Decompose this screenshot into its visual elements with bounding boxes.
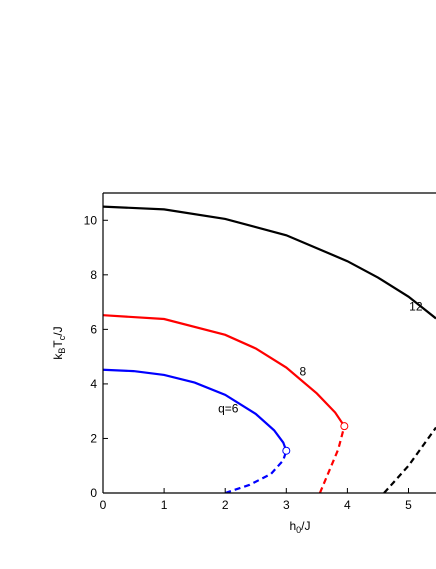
x-axis-label: h0/J [289,519,310,535]
series-line [383,426,436,493]
x-tick-label: 2 [222,498,229,512]
y-tick-label: 6 [90,322,97,336]
y-tick-label: 2 [90,431,97,445]
series-line [103,205,436,320]
annotation: 12 [409,299,423,313]
label-part: T [51,340,65,348]
y-tick-label: 10 [84,213,98,227]
label-part: B [57,348,67,354]
x-tick-label: 4 [344,498,351,512]
x-tick-label: 0 [100,498,107,512]
x-tick-label: 1 [161,498,168,512]
y-tick-label: 8 [90,268,97,282]
label-part: k [51,353,65,360]
label-part: h [289,519,296,533]
y-axis-label: kBTc/J [51,326,67,359]
label-part: /J [51,326,65,335]
series-line [103,368,288,452]
end-marker [282,446,291,455]
series-line [318,425,346,493]
x-tick-label: 3 [283,498,290,512]
x-tick-label: 5 [405,498,412,512]
label-part: c [57,335,67,340]
end-marker [340,422,349,431]
annotation: 8 [299,365,306,379]
annotation: q=6 [218,402,239,416]
series-line [103,314,346,427]
y-tick-label: 0 [90,486,97,500]
label-part: 0 [296,525,301,535]
series-line [224,450,288,493]
y-tick-label: 4 [90,377,97,391]
plot-area [103,205,436,493]
label-part: /J [301,519,310,533]
